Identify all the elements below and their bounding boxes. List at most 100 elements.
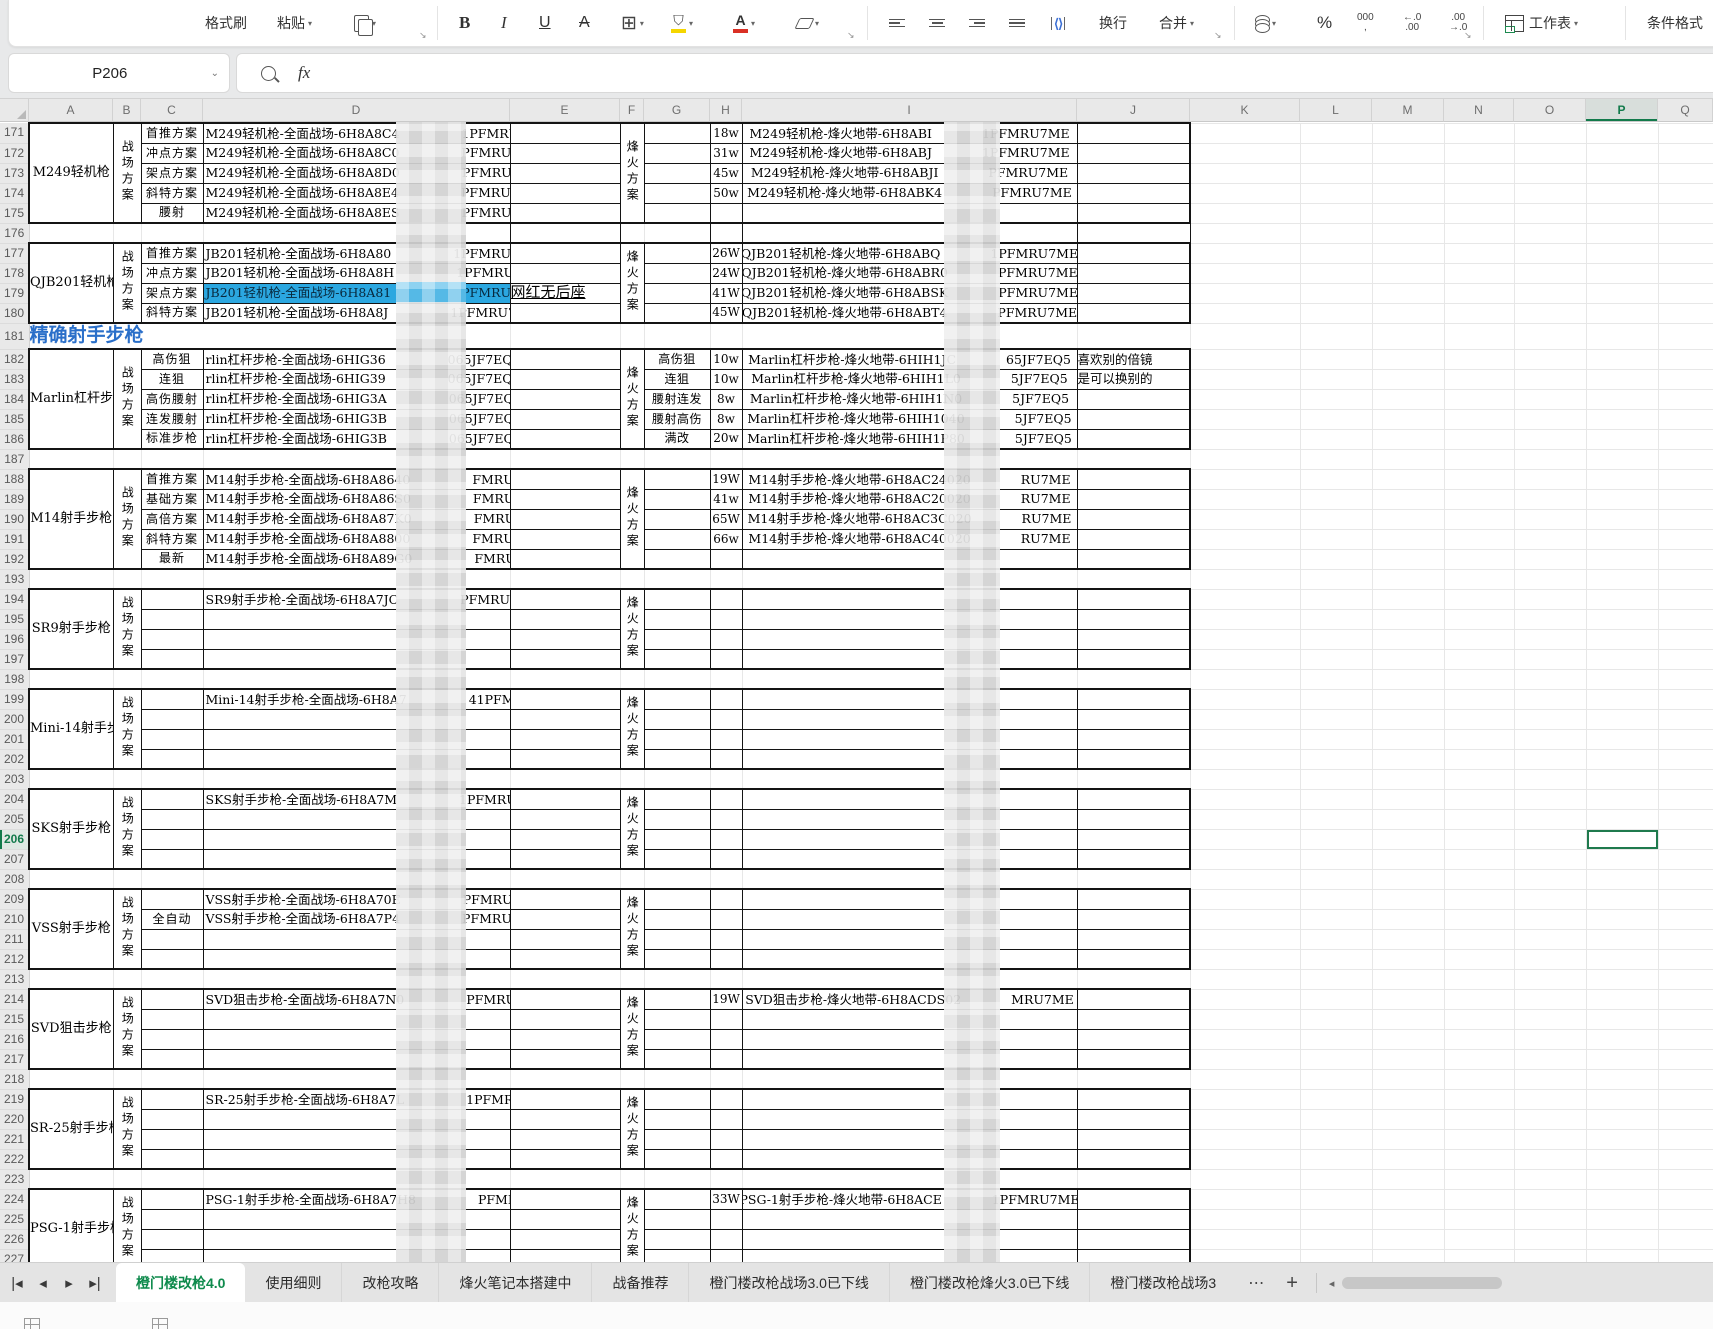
cell-L181[interactable] bbox=[1299, 322, 1373, 350]
cell-M199[interactable] bbox=[1371, 688, 1445, 710]
fire-label-cell[interactable]: 连狙 bbox=[643, 368, 711, 390]
cell-P224[interactable] bbox=[1585, 1188, 1659, 1210]
cell-Q215[interactable] bbox=[1657, 1008, 1713, 1030]
cell-N204[interactable] bbox=[1443, 788, 1515, 810]
format-painter-button[interactable]: 格式刷 bbox=[205, 0, 247, 46]
cell-P200[interactable] bbox=[1585, 708, 1659, 730]
cell-P215[interactable] bbox=[1585, 1008, 1659, 1030]
price-cell[interactable] bbox=[709, 1208, 743, 1230]
select-all-corner[interactable] bbox=[0, 98, 29, 122]
cell-M195[interactable] bbox=[1371, 608, 1445, 630]
cell-E218[interactable] bbox=[509, 1068, 621, 1090]
cell-O189[interactable] bbox=[1513, 488, 1587, 510]
cell-E207[interactable] bbox=[509, 848, 621, 870]
cell-B193[interactable] bbox=[112, 568, 142, 590]
cell-M192[interactable] bbox=[1371, 548, 1445, 570]
price-cell[interactable] bbox=[709, 808, 743, 830]
cell-O196[interactable] bbox=[1513, 628, 1587, 650]
cell-J171[interactable] bbox=[1076, 122, 1191, 144]
cell-M210[interactable] bbox=[1371, 908, 1445, 930]
price-cell[interactable] bbox=[709, 948, 743, 970]
row-header-222[interactable]: 222 bbox=[0, 1149, 30, 1170]
fire-label-cell[interactable]: 高伤狙 bbox=[643, 348, 711, 370]
cell-K199[interactable] bbox=[1189, 688, 1301, 710]
price-cell[interactable]: 19W bbox=[709, 988, 743, 1010]
weapon-name-cell[interactable]: QJB201轻机枪 bbox=[28, 242, 114, 324]
cell-E199[interactable] bbox=[509, 688, 621, 710]
row-header-183[interactable]: 183 bbox=[0, 369, 30, 390]
cell-M172[interactable] bbox=[1371, 142, 1445, 164]
plan-type-cell[interactable]: 战场方案 bbox=[112, 242, 142, 324]
cell-C213[interactable] bbox=[140, 968, 204, 990]
cell-N176[interactable] bbox=[1443, 222, 1515, 244]
clear-button[interactable]: ▾ bbox=[794, 0, 819, 46]
cell-A213[interactable] bbox=[28, 968, 114, 990]
cell-N184[interactable] bbox=[1443, 388, 1515, 410]
fire-label-cell[interactable] bbox=[643, 628, 711, 650]
cell-E202[interactable] bbox=[509, 748, 621, 770]
cell-B213[interactable] bbox=[112, 968, 142, 990]
row-header-226[interactable]: 226 bbox=[0, 1229, 30, 1250]
cell-Q171[interactable] bbox=[1657, 122, 1713, 144]
cell-N213[interactable] bbox=[1443, 968, 1515, 990]
fire-code-cell[interactable]: M14射手步枪-烽火地带-6H8AC20020 RU7ME bbox=[741, 488, 1078, 510]
plan-label-cell[interactable] bbox=[140, 848, 204, 870]
cell-J224[interactable] bbox=[1076, 1188, 1191, 1210]
align-center-button[interactable] bbox=[929, 0, 945, 46]
cell-P185[interactable] bbox=[1585, 408, 1659, 430]
cell-Q198[interactable] bbox=[1657, 668, 1713, 690]
price-cell[interactable]: 8w bbox=[709, 408, 743, 430]
cell-J206[interactable] bbox=[1076, 828, 1191, 850]
row-header-192[interactable]: 192 bbox=[0, 549, 30, 570]
row-header-177[interactable]: 177 bbox=[0, 243, 30, 264]
cell-E222[interactable] bbox=[509, 1148, 621, 1170]
row-header-197[interactable]: 197 bbox=[0, 649, 30, 670]
weapon-name-cell[interactable]: VSS射手步枪 bbox=[28, 888, 114, 970]
cell-Q190[interactable] bbox=[1657, 508, 1713, 530]
cell-M214[interactable] bbox=[1371, 988, 1445, 1010]
row-header-210[interactable]: 210 bbox=[0, 909, 30, 930]
fire-label-cell[interactable] bbox=[643, 1148, 711, 1170]
cell-L212[interactable] bbox=[1299, 948, 1373, 970]
cell-L215[interactable] bbox=[1299, 1008, 1373, 1030]
align-right-button[interactable] bbox=[969, 0, 985, 46]
strikethrough-button[interactable]: A bbox=[579, 0, 590, 46]
fire-code-cell[interactable]: Marlin杠杆步枪-烽火地带-6HIH1JC 65JF7EQ5 bbox=[741, 348, 1078, 370]
fire-type-cell[interactable]: 烽火方案 bbox=[619, 122, 645, 224]
cell-E203[interactable] bbox=[509, 768, 621, 790]
cell-E206[interactable] bbox=[509, 828, 621, 850]
cell-O203[interactable] bbox=[1513, 768, 1587, 790]
fire-label-cell[interactable] bbox=[643, 1028, 711, 1050]
cell-L178[interactable] bbox=[1299, 262, 1373, 284]
price-cell[interactable]: 10w bbox=[709, 348, 743, 370]
fire-label-cell[interactable] bbox=[643, 1208, 711, 1230]
cell-P177[interactable] bbox=[1585, 242, 1659, 264]
plan-label-cell[interactable] bbox=[140, 788, 204, 810]
sheet-tab-6[interactable]: 橙门楼改枪烽火3.0已下线 bbox=[890, 1263, 1091, 1303]
decrease-decimal-button[interactable]: ←.0.00 bbox=[1403, 0, 1421, 46]
cell-K198[interactable] bbox=[1189, 668, 1301, 690]
sheet-tab-7[interactable]: 橙门楼改枪战场3 bbox=[1110, 1275, 1217, 1291]
cell-M178[interactable] bbox=[1371, 262, 1445, 284]
cell-N221[interactable] bbox=[1443, 1128, 1515, 1150]
cell-L174[interactable] bbox=[1299, 182, 1373, 204]
cell-P174[interactable] bbox=[1585, 182, 1659, 204]
cell-E198[interactable] bbox=[509, 668, 621, 690]
price-cell[interactable] bbox=[709, 1088, 743, 1110]
cell-N172[interactable] bbox=[1443, 142, 1515, 164]
cell-Q222[interactable] bbox=[1657, 1148, 1713, 1170]
fire-label-cell[interactable] bbox=[643, 302, 711, 324]
cell-O187[interactable] bbox=[1513, 448, 1587, 470]
cell-J192[interactable] bbox=[1076, 548, 1191, 570]
cell-J195[interactable] bbox=[1076, 608, 1191, 630]
cell-K216[interactable] bbox=[1189, 1028, 1301, 1050]
cell-N185[interactable] bbox=[1443, 408, 1515, 430]
cell-M197[interactable] bbox=[1371, 648, 1445, 670]
cell-L179[interactable] bbox=[1299, 282, 1373, 304]
cell-E178[interactable] bbox=[509, 262, 621, 284]
column-header-O[interactable]: O bbox=[1514, 98, 1586, 122]
cell-F223[interactable] bbox=[619, 1168, 645, 1190]
cell-E174[interactable] bbox=[509, 182, 621, 204]
cell-L198[interactable] bbox=[1299, 668, 1373, 690]
cell-L175[interactable] bbox=[1299, 202, 1373, 224]
